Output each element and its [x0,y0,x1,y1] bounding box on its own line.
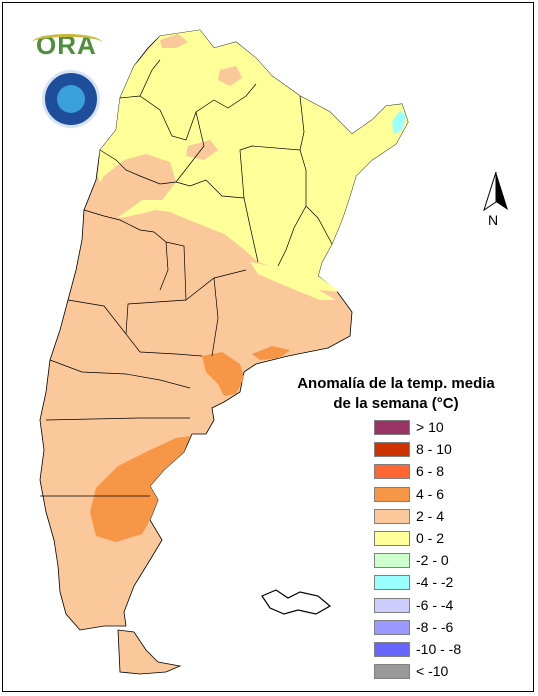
zone-4-6-buenos-aires [202,352,244,396]
legend-label: -4 - -2 [416,574,454,591]
legend-label: 6 - 8 [416,463,445,480]
legend-swatch [374,641,410,657]
legend-swatch [374,530,410,546]
legend-title: Anomalía de la temp. media de la semana … [290,374,502,414]
zone-4-6-bahia [252,346,290,360]
zone-2-4-north-c [186,140,218,160]
legend-label: 2 - 4 [416,507,445,524]
legend-swatch [374,464,410,480]
legend-label: -6 - -4 [416,596,454,613]
zone-2-4-north-b [218,66,242,86]
north-arrow-icon [483,172,508,212]
legend-title-line1: Anomalía de la temp. media [297,375,495,392]
legend-label: -2 - 0 [416,552,449,569]
province-borders [40,59,333,497]
ora-logo: ORA [32,30,102,61]
islas-malvinas [261,589,332,615]
legend-swatch [374,508,410,524]
smn-logo-icon [42,70,100,128]
legend-label: -8 - -6 [416,618,454,635]
legend-label: -10 - -8 [416,640,462,657]
legend-label: < -10 [416,663,449,680]
legend-swatch [374,575,410,591]
legend-swatch [374,664,410,680]
legend-label: > 10 [416,419,444,435]
ora-logo-swoosh [32,34,102,51]
smn-logo-inner [57,85,85,113]
legend-label: 4 - 6 [416,485,445,502]
legend-label: 0 - 2 [416,529,445,546]
zone-0-2-north [98,30,408,292]
legend-swatch [374,619,410,635]
tierra-del-fuego [117,629,182,675]
north-label: N [488,212,499,228]
zone-4-6-patagonia [90,436,190,542]
legend-swatch [374,442,410,458]
legend-swatch [374,597,410,613]
zone-2-4-west [90,154,176,216]
legend-title-line2: de la semana (°C) [333,395,459,412]
legend-swatch [374,420,410,435]
zone-2-4-north-a [160,34,188,48]
zone-0-2-east [250,262,336,300]
zone-cool-northeast [392,110,406,134]
legend-label: 8 - 10 [416,441,452,458]
legend-swatch [374,486,410,502]
legend-swatch [374,553,410,569]
